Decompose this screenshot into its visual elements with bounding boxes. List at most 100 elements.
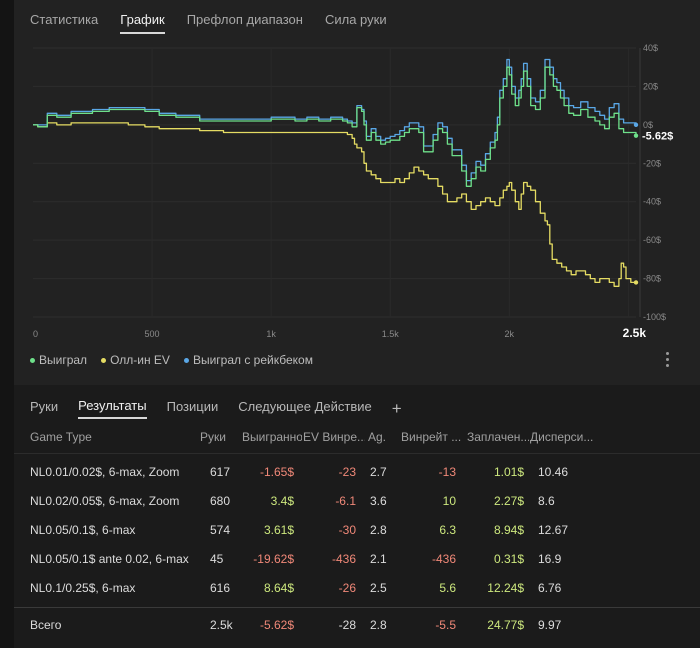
plus-icon[interactable]: +	[391, 398, 402, 418]
cell-dispersion: 16.9	[538, 552, 562, 566]
total-ev-winrate: -28	[338, 618, 356, 632]
total-winrate: -5.5	[435, 618, 456, 632]
tab-positions[interactable]: Позиции	[166, 399, 219, 414]
legend-item-won-rakeback[interactable]: Выиграл с рейкбеком	[183, 353, 313, 367]
series-end-point-0	[633, 133, 639, 138]
x-tick-label: 2k	[505, 329, 515, 339]
header-divider	[14, 453, 700, 454]
cell-dispersion: 8.6	[538, 494, 555, 508]
cell-game-type: NL0.01/0.02$, 6-max, Zoom	[30, 465, 180, 479]
header-dispersion[interactable]: Дисперси...	[530, 430, 594, 444]
cell-rake-paid: 12.24$	[487, 581, 524, 595]
cell-won: 3.4$	[270, 494, 294, 508]
cell-game-type: NL0.05/0.1$ ante 0.02, 6-max	[30, 552, 189, 566]
table-header: Game Type Руки Выигранно EV Винре... Ag.…	[0, 430, 700, 452]
cell-winrate: 6.3	[439, 523, 456, 537]
cell-rake-paid: 0.31$	[493, 552, 524, 566]
cell-hands: 680	[210, 494, 231, 508]
tab-hands[interactable]: Руки	[30, 399, 59, 414]
cell-aggression: 2.8	[370, 523, 387, 537]
table-row[interactable]: NL0.02/0.05$, 6-max, Zoom 680 3.4$ -6.1 3.6 1…	[0, 494, 700, 514]
cell-dispersion: 12.67	[538, 523, 569, 537]
header-game-type[interactable]: Game Type	[30, 430, 92, 444]
top-tab-bar: Статистика График Префлоп диапазон Сила …	[30, 12, 387, 34]
current-value-label: -5.62$	[642, 131, 673, 143]
tab-statistics[interactable]: Статистика	[30, 12, 99, 27]
cell-rake-paid: 1.01$	[493, 465, 524, 479]
total-won: -5.62$	[259, 618, 294, 632]
y-tick-label: 40$	[643, 43, 658, 53]
cell-aggression: 2.7	[370, 465, 387, 479]
legend-label-won: Выиграл	[39, 353, 88, 367]
legend-dot-allin-ev	[101, 357, 107, 363]
cell-rake-paid: 8.94$	[493, 523, 524, 537]
cell-winrate: -13	[438, 465, 456, 479]
cell-game-type: NL0.05/0.1$, 6-max	[30, 523, 136, 537]
header-winrate[interactable]: Винрейт ...	[401, 430, 462, 444]
cell-won: 8.64$	[263, 581, 294, 595]
cell-game-type: NL0.1/0.25$, 6-max	[30, 581, 136, 595]
cell-winrate: -436	[431, 552, 456, 566]
tab-hand-strength[interactable]: Сила руки	[324, 12, 387, 27]
cell-dispersion: 6.76	[538, 581, 562, 595]
y-tick-label: 20$	[643, 81, 658, 91]
y-tick-label: -40$	[643, 197, 661, 207]
y-tick-label: -100$	[643, 312, 666, 322]
left-edge-strip	[0, 0, 14, 648]
cell-aggression: 2.5	[370, 581, 387, 595]
header-rake-paid[interactable]: Заплачен...	[467, 430, 529, 444]
cell-hands: 574	[210, 523, 231, 537]
total-aggression: 2.8	[370, 618, 387, 632]
cell-game-type: NL0.02/0.05$, 6-max, Zoom	[30, 494, 180, 508]
header-ev-winrate[interactable]: EV Винре...	[303, 430, 365, 444]
x-tick-label: 1k	[266, 329, 276, 339]
tab-next-action[interactable]: Следующее Действие	[238, 399, 372, 414]
legend-dot-won	[30, 357, 35, 363]
cell-hands: 617	[210, 465, 231, 479]
cell-rake-paid: 2.27$	[493, 494, 524, 508]
graph-chart[interactable]: 40$ 20$ 0$ -20$ -40$ -60$ -80$ -100$ 0 500 1k 1.5k 2…	[0, 0, 700, 385]
table-row[interactable]: NL0.1/0.25$, 6-max 616 8.64$ -26 2.5 5.6 12.24…	[0, 581, 700, 601]
cell-hands: 45	[210, 552, 224, 566]
cell-aggression: 3.6	[370, 494, 387, 508]
legend-label-allin-ev: Олл-ин EV	[110, 353, 170, 367]
results-panel	[14, 385, 700, 648]
cell-ev-winrate: -26	[338, 581, 356, 595]
header-hands[interactable]: Руки	[200, 430, 226, 444]
cell-ev-winrate: -23	[338, 465, 356, 479]
y-tick-label: -80$	[643, 274, 661, 284]
legend-dot-won-rakeback	[183, 357, 189, 363]
vertical-ellipsis-icon[interactable]	[662, 350, 672, 368]
cell-ev-winrate: -30	[338, 523, 356, 537]
cell-aggression: 2.1	[370, 552, 387, 566]
tab-preflop-range[interactable]: Префлоп диапазон	[186, 12, 303, 27]
header-won[interactable]: Выигранно	[242, 430, 302, 444]
cell-ev-winrate: -6.1	[335, 494, 356, 508]
table-row[interactable]: NL0.05/0.1$, 6-max 574 3.61$ -30 2.8 6.3 8.94$…	[0, 523, 700, 543]
header-aggression[interactable]: Ag.	[368, 430, 387, 444]
series-end-point-2	[633, 122, 639, 128]
cell-winrate: 10	[442, 494, 456, 508]
total-label: Всего	[30, 618, 62, 632]
series-end-point-1	[633, 280, 639, 285]
legend-item-allin-ev[interactable]: Олл-ин EV	[101, 353, 170, 367]
y-tick-label: -60$	[643, 235, 661, 245]
total-hands: 2.5k	[210, 618, 233, 632]
total-row[interactable]: Всего 2.5k -5.62$ -28 2.8 -5.5 24.77$ 9.…	[0, 618, 700, 638]
cell-hands: 616	[210, 581, 231, 595]
chart-legend: Выиграл Олл-ин EV Выиграл с рейкбеком	[30, 353, 313, 367]
y-tick-label: 0$	[643, 120, 653, 130]
series-line-1	[33, 122, 636, 287]
table-row[interactable]: NL0.01/0.02$, 6-max, Zoom 617 -1.65$ -23 2.7…	[0, 465, 700, 485]
legend-item-won[interactable]: Выиграл	[30, 353, 87, 367]
cell-won: 3.61$	[263, 523, 294, 537]
tab-results[interactable]: Результаты	[78, 398, 147, 419]
legend-label-won-rakeback: Выиграл с рейкбеком	[192, 353, 313, 367]
current-x-label: 2.5k	[623, 326, 647, 340]
total-dispersion: 9.97	[538, 618, 562, 632]
cell-ev-winrate: -436	[331, 552, 356, 566]
cell-winrate: 5.6	[439, 581, 456, 595]
table-row[interactable]: NL0.05/0.1$ ante 0.02, 6-max 45 -19.62$ -43…	[0, 552, 700, 572]
series-line-0	[33, 66, 637, 187]
tab-graph[interactable]: График	[120, 12, 165, 34]
